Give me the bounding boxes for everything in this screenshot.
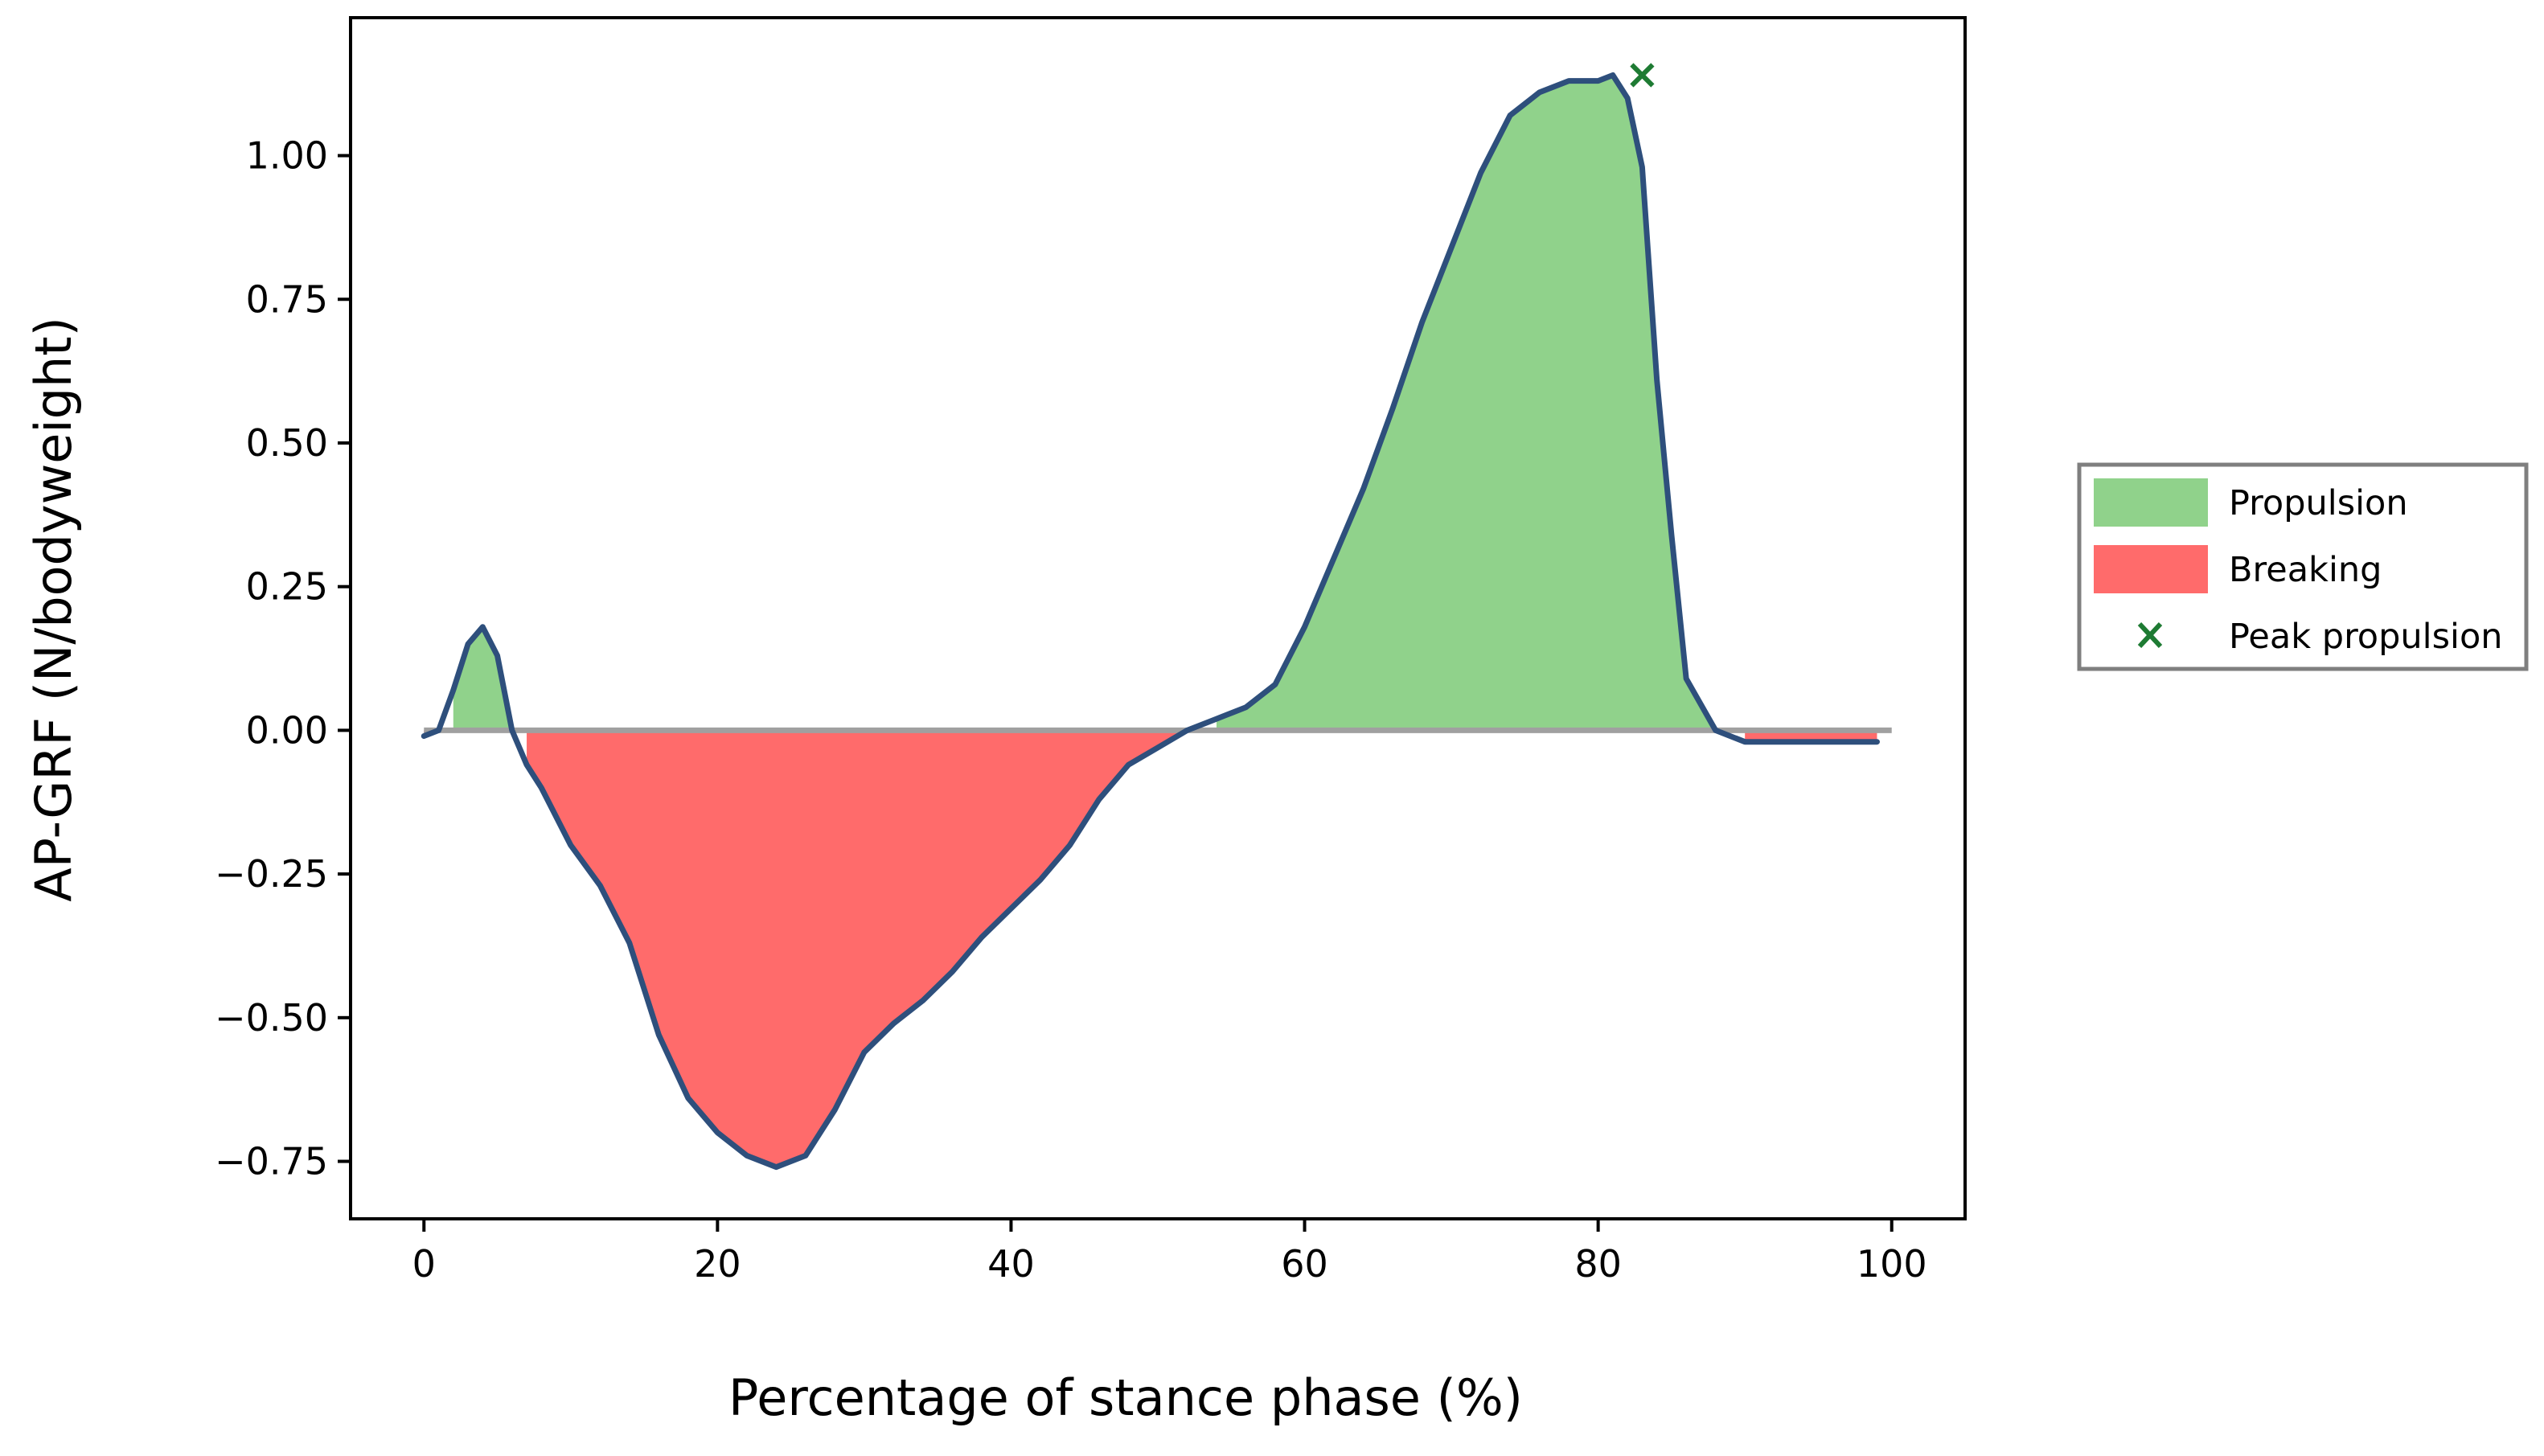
y-tick-label: 0.25 — [246, 565, 328, 609]
y-tick-label: 0.75 — [246, 277, 328, 321]
legend-swatch-propulsion — [2094, 478, 2208, 527]
series-line — [421, 72, 1880, 1171]
y-axis-title: AP-GRF (N/bodyweight) — [24, 317, 83, 902]
y-tick-label: −0.25 — [215, 852, 328, 896]
y-tick-label: 0.00 — [246, 708, 328, 752]
x-axis-title: Percentage of stance phase (%) — [728, 1368, 1523, 1427]
x-tick-label: 40 — [987, 1242, 1035, 1286]
plot-area — [421, 63, 1892, 1171]
x-tick-label: 100 — [1857, 1242, 1927, 1286]
x-tick-label: 20 — [694, 1242, 741, 1286]
x-tick-label: 80 — [1574, 1242, 1622, 1286]
legend-label-breaking: Breaking — [2229, 550, 2382, 590]
breaking-area-2 — [527, 730, 1188, 1167]
propulsion-area-3 — [1217, 75, 1716, 731]
x-tick-label: 0 — [412, 1242, 436, 1286]
y-tick-label: 0.50 — [246, 421, 328, 465]
y-tick-label: −0.50 — [215, 996, 328, 1040]
axes: 0 20 40 60 80 100 −0.75 −0.50 −0.25 0.00 0.25 0.50 0… — [215, 16, 1967, 1286]
legend-label-propulsion: Propulsion — [2229, 483, 2408, 523]
legend-swatch-breaking — [2094, 545, 2208, 593]
peak-marker-stroke — [1630, 63, 1655, 88]
legend-marker-peak — [2137, 621, 2163, 649]
y-tick-label: −0.75 — [215, 1140, 328, 1183]
legend: Propulsion Breaking Peak propulsion — [2077, 462, 2529, 671]
peak-propulsion-marker — [1630, 63, 1655, 88]
plot-frame — [349, 16, 1967, 1220]
breaking-area-4 — [1745, 730, 1877, 742]
y-tick-label: 1.00 — [246, 134, 328, 178]
legend-label-peak: Peak propulsion — [2229, 617, 2503, 657]
x-tick-label: 60 — [1281, 1242, 1328, 1286]
